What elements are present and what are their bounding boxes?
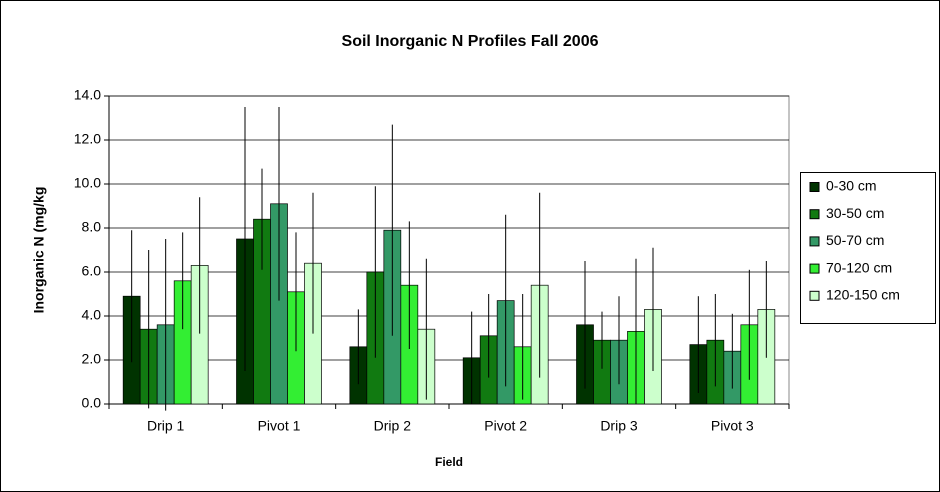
x-tick-label: Drip 2: [374, 418, 412, 434]
y-tick-label: 8.0: [82, 219, 102, 235]
y-axis-label: Inorganic N (mg/kg: [31, 187, 47, 314]
y-tick-label: 10.0: [74, 175, 101, 191]
legend-label: 70-120 cm: [826, 259, 892, 275]
legend-box: [800, 172, 936, 324]
y-tick-label: 12.0: [74, 131, 101, 147]
x-tick-label: Drip 1: [147, 418, 185, 434]
plot-area: [108, 95, 790, 405]
legend-label: 120-150 cm: [826, 287, 900, 303]
legend-swatch: [809, 290, 820, 301]
x-tick-label: Drip 3: [600, 418, 638, 434]
y-tick-label: 14.0: [74, 87, 101, 103]
legend-swatch: [809, 236, 820, 247]
x-tick-label: Pivot 2: [484, 418, 527, 434]
y-tick-label: 0.0: [82, 395, 102, 411]
legend-label: 0-30 cm: [826, 178, 877, 194]
y-tick-label: 2.0: [82, 351, 102, 367]
legend-swatch: [809, 209, 820, 220]
legend-label: 30-50 cm: [826, 205, 884, 221]
legend-label: 50-70 cm: [826, 232, 884, 248]
x-axis-label: Field: [435, 455, 463, 469]
legend-swatch: [809, 182, 820, 192]
y-tick-label: 4.0: [82, 307, 102, 323]
x-tick-label: Pivot 1: [258, 418, 301, 434]
legend-swatch: [809, 263, 820, 274]
x-tick-label: Pivot 3: [711, 418, 754, 434]
chart-title: Soil Inorganic N Profiles Fall 2006: [342, 33, 599, 50]
y-tick-label: 6.0: [82, 263, 102, 279]
